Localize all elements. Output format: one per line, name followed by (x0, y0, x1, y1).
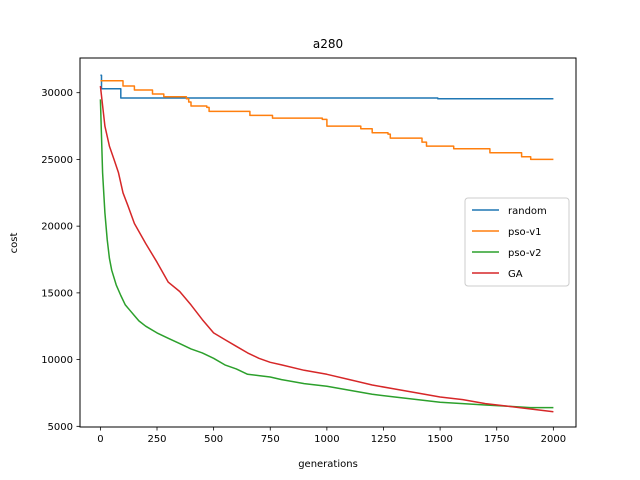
y-tick-label: 10000 (41, 355, 73, 366)
y-tick-label: 5000 (48, 422, 73, 433)
x-tick-label: 2000 (541, 434, 566, 445)
y-tick-label: 15000 (41, 288, 73, 299)
x-axis: 0 250 500 750 1000 1250 1500 1750 2000 (97, 427, 566, 445)
legend-label-pso-v1: pso-v1 (508, 227, 541, 238)
series-line-pso-v2 (99, 99, 554, 409)
x-tick-label: 1750 (484, 434, 509, 445)
series-line-random (100, 74, 554, 100)
legend-label-random: random (508, 206, 547, 217)
x-tick-label: 0 (97, 434, 103, 445)
y-axis: 5000 10000 15000 20000 25000 30000 (41, 88, 80, 433)
y-tick-label: 30000 (41, 88, 73, 99)
legend: random pso-v1 pso-v2 GA (464, 197, 570, 287)
x-tick-label: 250 (147, 434, 166, 445)
axes-frame (79, 57, 577, 428)
series-line-GA (99, 85, 554, 413)
legend-label-pso-v2: pso-v2 (508, 248, 541, 259)
x-tick-label: 500 (204, 434, 223, 445)
x-axis-label: generations (298, 459, 358, 470)
legend-box (464, 197, 570, 287)
y-tick-label: 25000 (41, 155, 73, 166)
x-tick-label: 1000 (314, 434, 339, 445)
series-line-pso-v1 (100, 79, 554, 161)
legend-label-GA: GA (508, 269, 523, 280)
y-axis-label: cost (9, 233, 20, 254)
plot-area (99, 74, 554, 413)
chart-title: a280 (313, 37, 343, 51)
x-tick-label: 750 (261, 434, 280, 445)
x-tick-label: 1250 (371, 434, 396, 445)
y-tick-label: 20000 (41, 222, 73, 233)
x-tick-label: 1500 (427, 434, 452, 445)
